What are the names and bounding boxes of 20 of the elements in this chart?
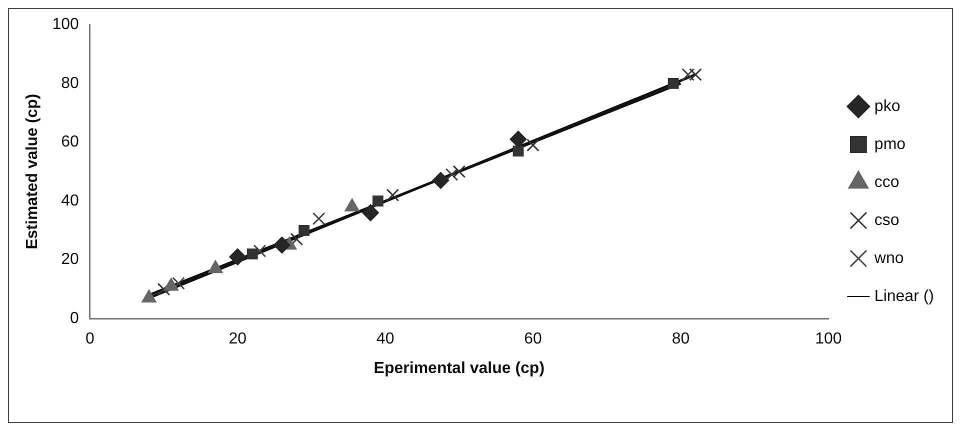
x-tick-label: 40 <box>376 330 394 348</box>
x-tick-label: 20 <box>228 330 247 348</box>
y-tick-label: 80 <box>61 74 79 92</box>
y-tick-label: 100 <box>52 16 79 34</box>
legend-label: pko <box>874 98 900 115</box>
y-tick-label: 20 <box>61 251 79 268</box>
y-axis-title: Estimated value (cp) <box>24 94 42 250</box>
legend-label: cso <box>874 212 900 229</box>
legend-label: Linear () <box>874 288 934 305</box>
legend-label: pmo <box>874 136 906 153</box>
x-tick-label: 0 <box>85 330 94 348</box>
y-tick-label: 0 <box>70 310 79 328</box>
y-tick-label: 60 <box>61 134 79 151</box>
x-axis-title: Eperimental value (cp) <box>374 360 545 377</box>
x-tick-label: 100 <box>815 330 842 348</box>
legend-label: cco <box>874 174 900 191</box>
x-tick-label: 60 <box>524 330 542 348</box>
y-tick-label: 40 <box>61 192 79 210</box>
x-tick-label: 80 <box>672 330 690 348</box>
legend-label: wno <box>873 250 904 267</box>
